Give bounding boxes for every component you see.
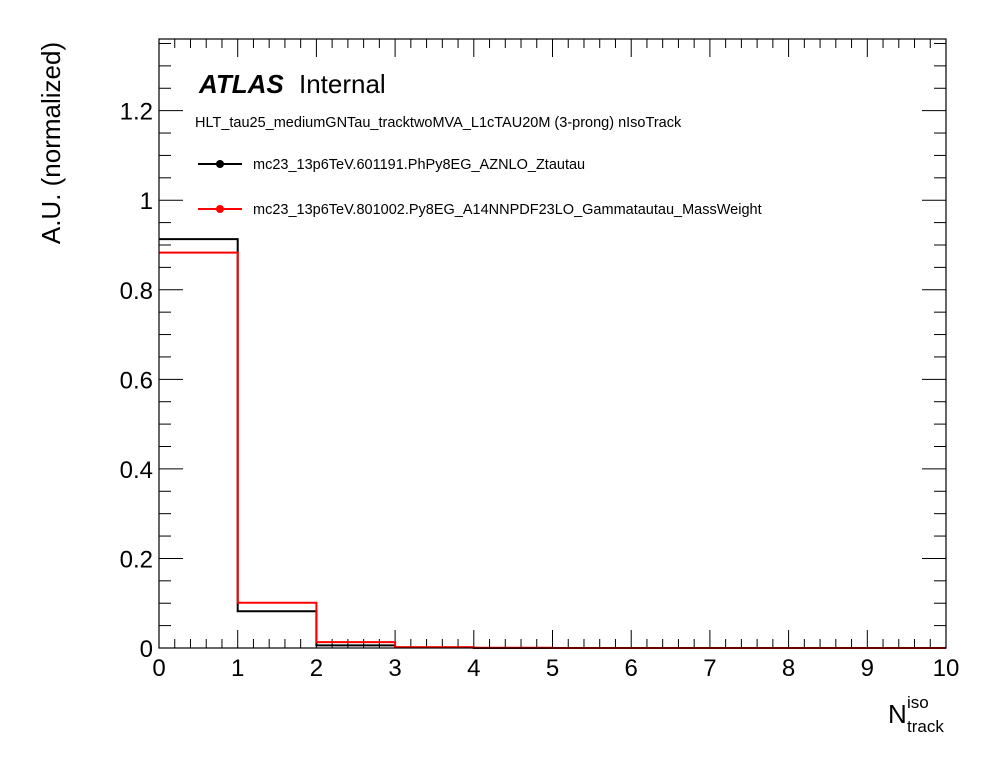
legend-label-ztautau: mc23_13p6TeV.601191.PhPy8EG_AZNLO_Ztauta… (253, 157, 585, 173)
tick-labels: 0 1 2 3 4 5 6 7 8 9 10 0 0.2 0.4 0.6 0.8 1 1.2 (120, 99, 960, 682)
x-axis-label: N iso track (888, 693, 944, 736)
y-axis-label: A.U. (normalized) (36, 42, 66, 244)
y-tick-label: 0.2 (120, 546, 153, 573)
legend-label-gammatautau: mc23_13p6TeV.801002.Py8EG_A14NNPDF23LO_G… (253, 202, 762, 218)
atlas-label: ATLAS Internal (198, 69, 386, 99)
x-tick-label: 7 (703, 655, 716, 682)
x-axis-label-main: N (888, 699, 907, 729)
y-tick-label: 0 (140, 636, 153, 663)
y-tick-label: 0.6 (120, 367, 153, 394)
legend-entry-gammatautau: mc23_13p6TeV.801002.Py8EG_A14NNPDF23LO_G… (198, 202, 762, 218)
legend-entry-ztautau: mc23_13p6TeV.601191.PhPy8EG_AZNLO_Ztauta… (198, 157, 585, 173)
x-tick-label: 6 (625, 655, 638, 682)
atlas-label-bold: ATLAS (198, 69, 284, 99)
y-tick-label: 1.2 (120, 99, 153, 126)
x-axis-label-sub: track (907, 717, 944, 736)
x-tick-label: 4 (467, 655, 480, 682)
x-tick-label: 5 (546, 655, 559, 682)
legend-marker-gammatautau (216, 205, 224, 213)
legend-marker-ztautau (216, 160, 224, 168)
x-tick-label: 1 (231, 655, 244, 682)
y-tick-label: 0.4 (120, 457, 153, 484)
x-axis-label-sup: iso (907, 693, 929, 712)
y-tick-label: 1 (140, 188, 153, 215)
x-tick-label: 3 (388, 655, 401, 682)
x-tick-label: 0 (152, 655, 165, 682)
x-tick-label: 10 (933, 655, 960, 682)
atlas-label-status: Internal (299, 69, 386, 99)
trigger-label: HLT_tau25_mediumGNTau_tracktwoMVA_L1cTAU… (195, 115, 682, 131)
x-tick-label: 9 (861, 655, 874, 682)
y-tick-label: 0.8 (120, 278, 153, 305)
legend: mc23_13p6TeV.601191.PhPy8EG_AZNLO_Ztauta… (198, 157, 762, 218)
x-tick-label: 2 (310, 655, 323, 682)
plot-frame (158, 38, 947, 649)
x-tick-label: 8 (782, 655, 795, 682)
